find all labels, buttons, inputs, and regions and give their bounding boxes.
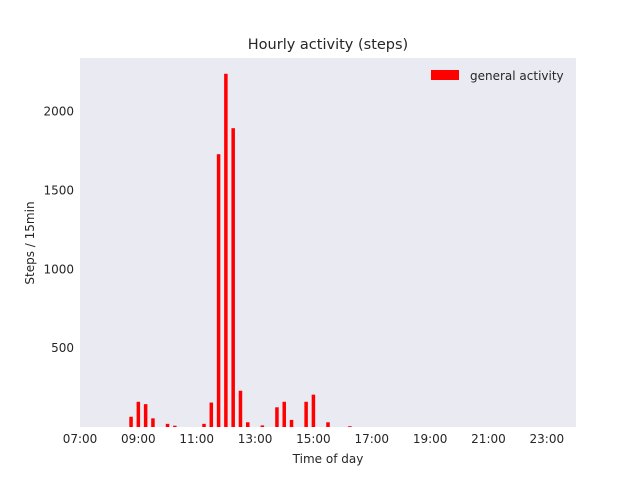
chart-title: Hourly activity (steps) [248, 37, 408, 53]
x-tick-label: 19:00 [413, 432, 448, 446]
x-tick-label: 13:00 [238, 432, 273, 446]
bar-1530 [326, 422, 330, 427]
bar-0930 [151, 418, 155, 427]
x-tick-label: 11:00 [179, 432, 214, 446]
bar-1145 [216, 154, 221, 427]
bar-1200 [224, 73, 228, 428]
bar-0845 [129, 416, 133, 427]
y-tick-label: 1000 [43, 262, 74, 276]
legend: general activity [431, 69, 564, 83]
bar-1015 [173, 425, 177, 427]
y-tick-label: 2000 [43, 105, 74, 119]
y-axis-ticks: 500 1000 1500 2000 [43, 105, 74, 356]
bar-1445 [304, 401, 308, 427]
plot-area [80, 58, 576, 427]
bar-1230 [238, 390, 243, 427]
bar-1500 [311, 394, 316, 427]
bar-0915 [143, 404, 148, 427]
bar-1115 [202, 423, 206, 427]
legend-swatch [431, 70, 459, 80]
x-axis-ticks: 07:00 09:00 11:00 13:00 15:00 17:00 19:00 21:00… [63, 432, 564, 446]
bar-1245 [246, 422, 250, 427]
bar-1345 [275, 407, 279, 427]
x-tick-label: 15:00 [296, 432, 331, 446]
y-tick-label: 1500 [43, 183, 74, 197]
x-tick-label: 09:00 [121, 432, 156, 446]
bar-1615 [348, 426, 352, 427]
bar-1215 [231, 128, 235, 427]
x-tick-label: 17:00 [354, 432, 389, 446]
bar-1130 [209, 402, 214, 427]
bar-1315 [260, 425, 265, 427]
bar-1400 [282, 401, 286, 427]
bar-1000 [165, 423, 170, 427]
y-axis-label: Steps / 15min [23, 201, 37, 284]
legend-label-general-activity: general activity [470, 69, 564, 83]
x-tick-label: 21:00 [471, 432, 506, 446]
x-tick-label: 23:00 [530, 432, 565, 446]
bar-0900 [136, 401, 141, 427]
x-tick-label: 07:00 [63, 432, 98, 446]
x-axis-label: Time of day [292, 452, 364, 466]
bars-group [129, 73, 352, 428]
bar-1415 [289, 419, 294, 427]
y-tick-label: 500 [51, 341, 74, 355]
